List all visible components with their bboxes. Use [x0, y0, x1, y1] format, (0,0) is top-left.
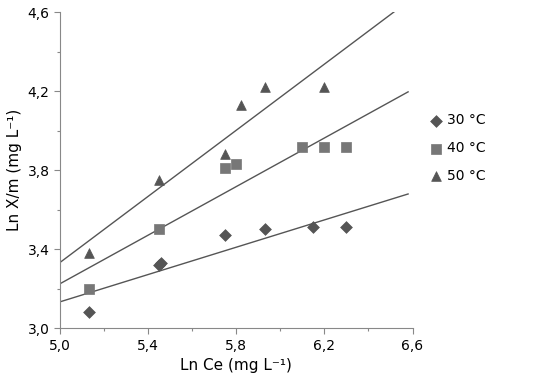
40 °C: [232, 161, 240, 167]
30 °C: [261, 226, 270, 233]
30 °C: [84, 309, 93, 315]
30 °C: [342, 225, 351, 231]
40 °C: [155, 226, 163, 233]
30 °C: [155, 262, 163, 268]
50 °C: [320, 84, 329, 90]
40 °C: [342, 144, 351, 150]
30 °C: [157, 260, 166, 266]
X-axis label: Ln Ce (mg L⁻¹): Ln Ce (mg L⁻¹): [180, 358, 292, 373]
50 °C: [221, 152, 229, 158]
50 °C: [261, 84, 270, 90]
30 °C: [309, 225, 318, 231]
40 °C: [320, 144, 329, 150]
Legend: 30 °C, 40 °C, 50 °C: 30 °C, 40 °C, 50 °C: [426, 109, 490, 187]
Y-axis label: Ln X/m (mg L⁻¹): Ln X/m (mg L⁻¹): [7, 109, 22, 231]
40 °C: [298, 144, 307, 150]
50 °C: [236, 102, 245, 108]
40 °C: [84, 286, 93, 292]
40 °C: [221, 165, 229, 171]
50 °C: [84, 250, 93, 256]
50 °C: [155, 177, 163, 183]
30 °C: [221, 232, 229, 238]
